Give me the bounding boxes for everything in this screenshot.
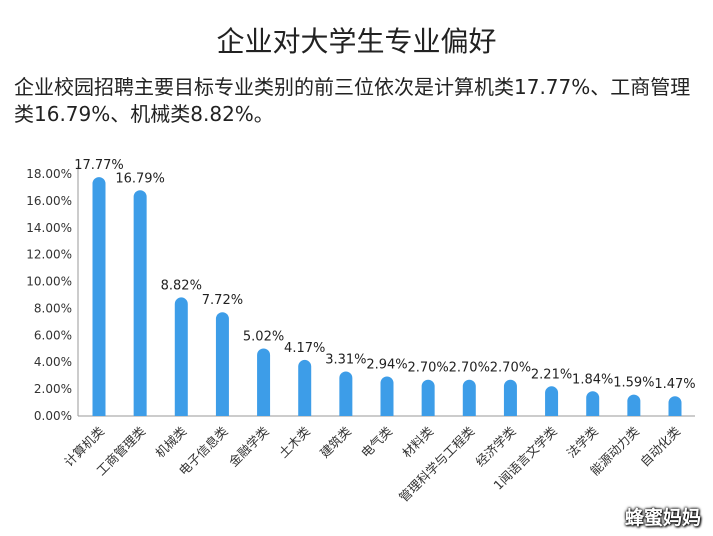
data-label: 5.02% xyxy=(243,330,284,345)
bar xyxy=(339,371,353,416)
bar xyxy=(545,386,559,416)
data-label: 17.77% xyxy=(74,158,124,173)
bar xyxy=(462,379,476,416)
data-label: 1.84% xyxy=(572,372,613,387)
bar xyxy=(92,177,106,416)
data-labels-group: 17.77%16.79% 8.82%7.72% 5.02%4.17%3.31% 2.9… xyxy=(74,158,695,392)
category-label: 管理科学与工程类 xyxy=(396,423,478,505)
y-axis-ticks: 0.00% 2.00% 4.00% 6.00% 8.00% 10.00% 12.00% 14.… xyxy=(26,167,72,423)
bar xyxy=(586,391,600,416)
data-label: 4.17% xyxy=(284,341,325,356)
bar xyxy=(257,348,271,416)
y-tick-label: 16.00% xyxy=(26,194,72,208)
bar xyxy=(133,190,147,416)
page-title: 企业对大学生专业偏好 xyxy=(216,25,497,58)
bar xyxy=(380,376,394,416)
data-label: 8.82% xyxy=(161,278,202,293)
y-tick-label: 6.00% xyxy=(34,328,72,342)
y-tick-label: 8.00% xyxy=(34,301,72,315)
bar xyxy=(668,396,682,416)
y-tick-label: 18.00% xyxy=(26,167,72,181)
bar xyxy=(215,312,229,416)
y-tick-label: 0.00% xyxy=(34,409,72,423)
data-label: 7.72% xyxy=(202,293,243,308)
category-label: 机械类 xyxy=(152,423,189,460)
category-label: 土木类 xyxy=(276,423,313,460)
bars-group xyxy=(92,177,682,416)
data-label: 1.59% xyxy=(613,376,654,391)
bar xyxy=(174,297,188,416)
category-label: 法学类 xyxy=(564,423,601,460)
data-label: 2.70% xyxy=(449,361,490,376)
data-label: 2.94% xyxy=(366,357,407,372)
page-subtitle: 企业校园招聘主要目标专业类别的前三位依次是计算机类17.77%、工商管理类16.… xyxy=(14,75,691,126)
watermark: 蜂蜜妈妈 xyxy=(624,507,701,529)
category-label: 建筑类 xyxy=(317,423,354,460)
bar xyxy=(627,394,641,416)
category-label: 金融学类 xyxy=(226,423,272,469)
y-tick-label: 10.00% xyxy=(26,275,72,289)
data-label: 1.47% xyxy=(654,377,695,392)
data-label: 2.70% xyxy=(407,361,448,376)
bar xyxy=(421,379,435,416)
data-label: 16.79% xyxy=(115,171,165,186)
y-tick-label: 12.00% xyxy=(26,248,72,262)
y-tick-label: 14.00% xyxy=(26,221,72,235)
y-tick-label: 2.00% xyxy=(34,382,72,396)
category-label: 自动化类 xyxy=(637,423,683,469)
data-label: 3.31% xyxy=(325,352,366,367)
bar xyxy=(503,379,517,416)
y-tick-label: 4.00% xyxy=(34,355,72,369)
category-label: 电气类 xyxy=(358,423,395,460)
data-label: 2.21% xyxy=(531,367,572,382)
data-label: 2.70% xyxy=(490,361,531,376)
bar xyxy=(298,359,312,416)
category-label: 材料类 xyxy=(399,423,436,460)
